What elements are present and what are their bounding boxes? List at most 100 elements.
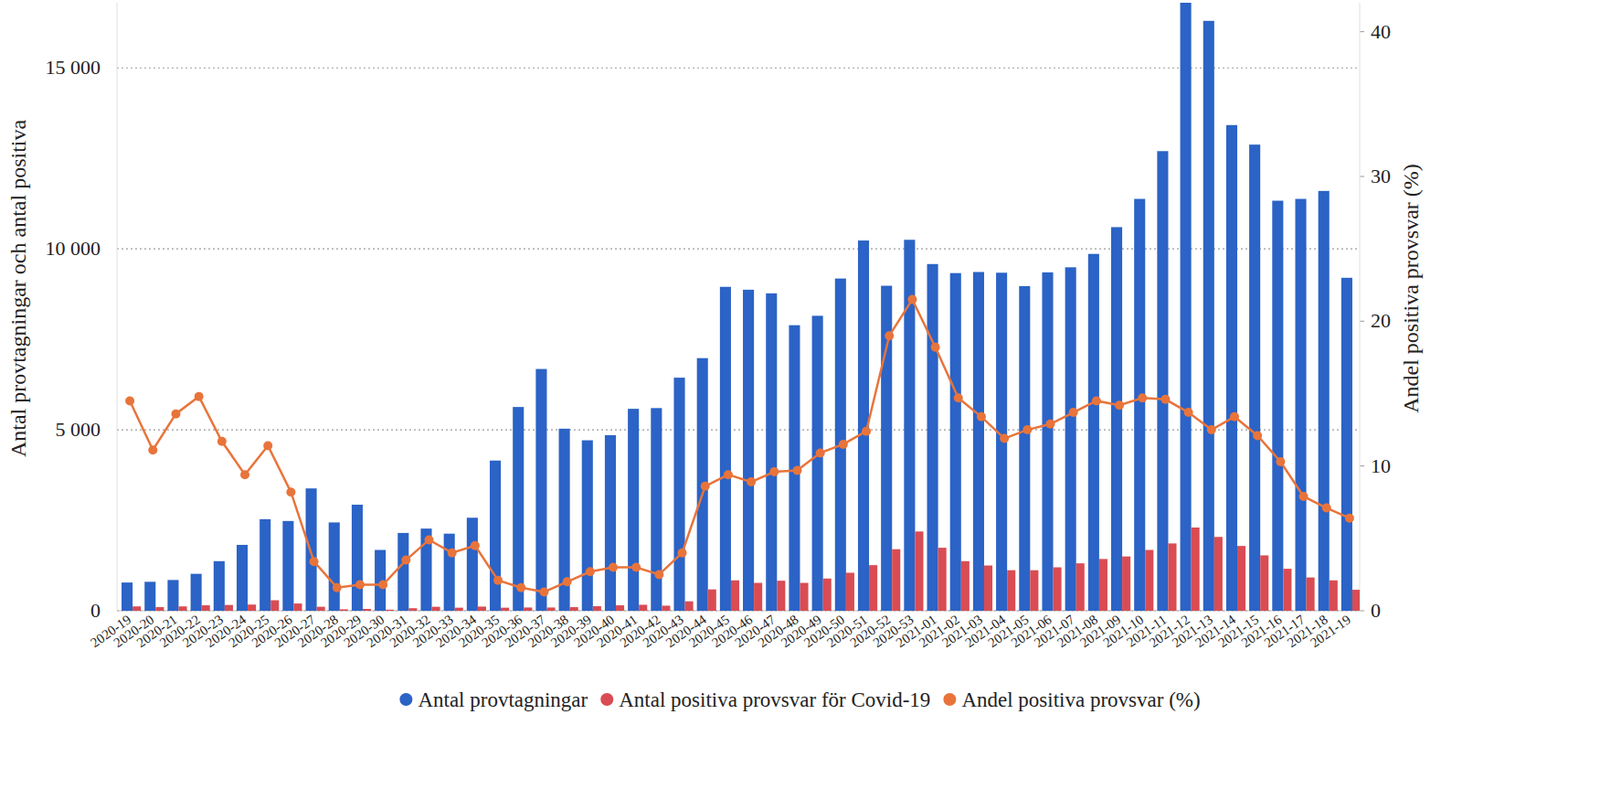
y2-tick-label: 10 bbox=[1370, 454, 1391, 477]
bar bbox=[731, 580, 740, 611]
y2-tick-label: 30 bbox=[1370, 164, 1391, 188]
line-marker bbox=[1322, 503, 1332, 513]
bar bbox=[1249, 144, 1261, 611]
bar bbox=[523, 606, 532, 611]
bar bbox=[627, 408, 639, 611]
bar bbox=[1214, 536, 1223, 611]
bar bbox=[593, 605, 602, 611]
legend-marker bbox=[943, 692, 956, 706]
bar bbox=[1076, 562, 1085, 611]
line-marker bbox=[1114, 400, 1124, 410]
grid bbox=[116, 67, 1360, 611]
bar bbox=[167, 579, 179, 611]
y2-tick bbox=[1359, 610, 1365, 612]
bar bbox=[397, 532, 409, 611]
bar bbox=[132, 605, 141, 611]
bar bbox=[891, 549, 901, 611]
bar bbox=[765, 293, 777, 611]
bar bbox=[1318, 190, 1330, 611]
line-marker bbox=[355, 580, 365, 590]
bar bbox=[144, 581, 156, 611]
line-marker bbox=[125, 395, 135, 405]
bar bbox=[615, 604, 625, 611]
bar bbox=[155, 606, 164, 611]
x-tick-label: 2021-19 bbox=[1307, 611, 1354, 650]
bar bbox=[1029, 570, 1039, 611]
plot-area bbox=[121, 2, 1360, 611]
bar bbox=[408, 607, 417, 611]
y2-tick-label: 20 bbox=[1370, 308, 1391, 332]
bar bbox=[293, 603, 302, 611]
bar bbox=[1018, 286, 1030, 611]
y2-tick-label: 0 bbox=[1370, 598, 1381, 622]
line-marker bbox=[447, 548, 457, 558]
bar bbox=[1167, 542, 1177, 611]
bar bbox=[444, 533, 456, 611]
bar bbox=[708, 589, 717, 611]
bar bbox=[1329, 580, 1338, 611]
bar bbox=[224, 604, 234, 611]
bar bbox=[1203, 21, 1215, 611]
legend-label: Antal provtagningar bbox=[417, 688, 588, 711]
line-marker bbox=[700, 481, 710, 491]
y-tick-label: 0 bbox=[90, 598, 101, 622]
line-marker bbox=[516, 582, 526, 593]
bar bbox=[1099, 558, 1108, 611]
line-marker bbox=[884, 330, 894, 340]
line-marker bbox=[838, 439, 848, 449]
line-marker bbox=[792, 465, 802, 475]
line-marker bbox=[907, 295, 917, 305]
bar bbox=[950, 273, 962, 611]
bar bbox=[1341, 277, 1353, 611]
bar bbox=[1122, 556, 1131, 611]
bar bbox=[247, 603, 256, 611]
line-marker bbox=[539, 586, 549, 596]
bar bbox=[1271, 201, 1283, 611]
bar bbox=[351, 504, 363, 611]
line-marker bbox=[217, 436, 227, 446]
line-marker bbox=[309, 556, 319, 566]
line-marker bbox=[678, 548, 688, 558]
line-marker bbox=[1137, 392, 1147, 403]
bar bbox=[1226, 125, 1238, 611]
line-marker bbox=[746, 476, 756, 487]
bar bbox=[328, 521, 340, 611]
y2-tick-label: 40 bbox=[1370, 20, 1391, 43]
y2-axis bbox=[1359, 2, 1361, 611]
bar bbox=[570, 606, 579, 611]
bar bbox=[1260, 554, 1269, 611]
bar bbox=[1006, 570, 1016, 611]
line-marker bbox=[861, 426, 871, 436]
bar bbox=[604, 434, 616, 611]
y-tick-label: 10 000 bbox=[45, 236, 102, 260]
line-marker bbox=[1275, 456, 1285, 467]
bar bbox=[1352, 589, 1360, 611]
bar bbox=[1111, 226, 1123, 611]
line-marker bbox=[286, 487, 296, 497]
line-marker bbox=[263, 441, 273, 451]
line-marker bbox=[1252, 430, 1262, 440]
line-marker bbox=[931, 342, 941, 352]
y2-tick bbox=[1359, 31, 1365, 32]
line-marker bbox=[608, 562, 618, 573]
line-marker bbox=[953, 392, 964, 403]
bar bbox=[1088, 254, 1100, 611]
bar bbox=[466, 517, 478, 611]
bar bbox=[638, 603, 647, 611]
bar bbox=[455, 607, 464, 611]
line-marker bbox=[999, 434, 1009, 444]
line-marker bbox=[976, 412, 986, 422]
bar bbox=[259, 519, 271, 611]
legend-label: Antal positiva provsvar för Covid-19 bbox=[618, 688, 931, 711]
bar bbox=[914, 530, 923, 611]
bar bbox=[1065, 266, 1077, 611]
bar bbox=[927, 264, 939, 611]
bar bbox=[1041, 272, 1053, 611]
bar bbox=[776, 580, 785, 611]
bar bbox=[938, 547, 947, 611]
line-marker bbox=[470, 540, 480, 551]
y2-tick bbox=[1359, 320, 1365, 322]
line-marker bbox=[585, 566, 595, 576]
bar bbox=[650, 407, 662, 611]
line-marker bbox=[401, 555, 411, 565]
